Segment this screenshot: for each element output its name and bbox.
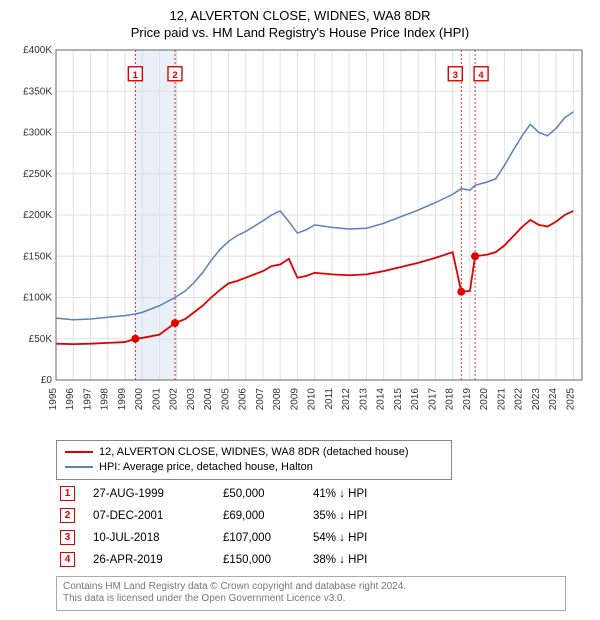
legend-swatch [65, 451, 93, 453]
transaction-row: 3 10-JUL-2018£107,00054% ↓ HPI [60, 528, 588, 548]
svg-text:2018: 2018 [445, 387, 456, 410]
svg-text:1998: 1998 [100, 387, 111, 410]
svg-text:1: 1 [133, 70, 139, 81]
svg-text:2005: 2005 [220, 387, 231, 410]
footnote-line: Contains HM Land Registry data © Crown c… [63, 581, 559, 594]
svg-text:2003: 2003 [186, 387, 197, 410]
svg-text:2024: 2024 [548, 387, 559, 410]
svg-text:2016: 2016 [410, 387, 421, 410]
transaction-marker: 2 [60, 508, 75, 523]
svg-text:1995: 1995 [48, 387, 59, 410]
transaction-row: 1 27-AUG-1999£50,00041% ↓ HPI [60, 484, 588, 504]
transaction-pct: 38% ↓ HPI [313, 554, 413, 566]
svg-text:2006: 2006 [238, 387, 249, 410]
svg-text:1996: 1996 [65, 387, 76, 410]
transaction-marker: 4 [60, 552, 75, 567]
transaction-price: £150,000 [223, 554, 313, 566]
svg-text:£250K: £250K [23, 169, 52, 180]
svg-text:2021: 2021 [496, 387, 507, 410]
transaction-date: 10-JUL-2018 [93, 532, 223, 544]
transaction-date: 26-APR-2019 [93, 554, 223, 566]
svg-text:2009: 2009 [289, 387, 300, 410]
transaction-row: 4 26-APR-2019£150,00038% ↓ HPI [60, 550, 588, 570]
transaction-table: 1 27-AUG-1999£50,00041% ↓ HPI 2 07-DEC-2001… [60, 484, 588, 570]
svg-text:£50K: £50K [29, 334, 53, 345]
chart-title: 12, ALVERTON CLOSE, WIDNES, WA8 8DR Pric… [12, 8, 588, 42]
svg-text:2025: 2025 [565, 387, 576, 410]
transaction-marker: 1 [60, 486, 75, 501]
svg-text:1999: 1999 [117, 387, 128, 410]
footnote-line: This data is licensed under the Open Gov… [63, 593, 559, 606]
svg-text:2022: 2022 [514, 387, 525, 410]
legend-label: 12, ALVERTON CLOSE, WIDNES, WA8 8DR (det… [99, 446, 409, 458]
legend-box: 12, ALVERTON CLOSE, WIDNES, WA8 8DR (det… [56, 440, 452, 480]
svg-text:£400K: £400K [23, 45, 52, 56]
svg-text:2008: 2008 [272, 387, 283, 410]
transaction-date: 07-DEC-2001 [93, 510, 223, 522]
chart-plot: £0 £50K £100K £150K £200K £250K £300K £350K £400… [12, 44, 588, 434]
svg-text:2011: 2011 [324, 387, 335, 409]
svg-text:2013: 2013 [358, 387, 369, 410]
svg-text:£350K: £350K [23, 86, 52, 97]
svg-text:£0: £0 [41, 375, 53, 386]
transaction-marker: 3 [60, 530, 75, 545]
svg-text:2001: 2001 [151, 387, 162, 410]
transaction-pct: 41% ↓ HPI [313, 488, 413, 500]
footnote-box: Contains HM Land Registry data © Crown c… [56, 576, 566, 611]
svg-text:£300K: £300K [23, 127, 52, 138]
transaction-pct: 54% ↓ HPI [313, 532, 413, 544]
svg-text:2002: 2002 [169, 387, 180, 410]
transaction-price: £50,000 [223, 488, 313, 500]
title-line-1: 12, ALVERTON CLOSE, WIDNES, WA8 8DR [12, 8, 588, 25]
svg-text:2007: 2007 [255, 387, 266, 410]
chart-svg: £0 £50K £100K £150K £200K £250K £300K £350K £400… [12, 44, 588, 434]
svg-text:4: 4 [478, 70, 484, 81]
svg-text:2010: 2010 [307, 387, 318, 410]
transaction-pct: 35% ↓ HPI [313, 510, 413, 522]
legend-swatch [65, 466, 93, 468]
svg-text:£200K: £200K [23, 210, 52, 221]
chart-container: 12, ALVERTON CLOSE, WIDNES, WA8 8DR Pric… [0, 0, 600, 617]
transaction-price: £107,000 [223, 532, 313, 544]
legend-label: HPI: Average price, detached house, Halt… [99, 461, 313, 473]
svg-text:2000: 2000 [134, 387, 145, 410]
svg-text:3: 3 [453, 70, 458, 81]
svg-text:2020: 2020 [479, 387, 490, 410]
svg-text:2023: 2023 [531, 387, 542, 410]
svg-text:1997: 1997 [82, 387, 93, 410]
svg-text:2012: 2012 [341, 387, 352, 410]
svg-text:£150K: £150K [23, 251, 52, 262]
svg-text:£100K: £100K [23, 292, 52, 303]
svg-text:2: 2 [172, 70, 177, 81]
title-line-2: Price paid vs. HM Land Registry's House … [12, 25, 588, 42]
legend-row: 12, ALVERTON CLOSE, WIDNES, WA8 8DR (det… [65, 445, 443, 460]
svg-text:2015: 2015 [393, 387, 404, 410]
svg-text:2019: 2019 [462, 387, 473, 410]
svg-text:2017: 2017 [427, 387, 438, 410]
transaction-price: £69,000 [223, 510, 313, 522]
svg-text:2004: 2004 [203, 387, 214, 410]
svg-text:2014: 2014 [376, 387, 387, 410]
legend-row: HPI: Average price, detached house, Halt… [65, 460, 443, 475]
transaction-date: 27-AUG-1999 [93, 488, 223, 500]
transaction-row: 2 07-DEC-2001£69,00035% ↓ HPI [60, 506, 588, 526]
